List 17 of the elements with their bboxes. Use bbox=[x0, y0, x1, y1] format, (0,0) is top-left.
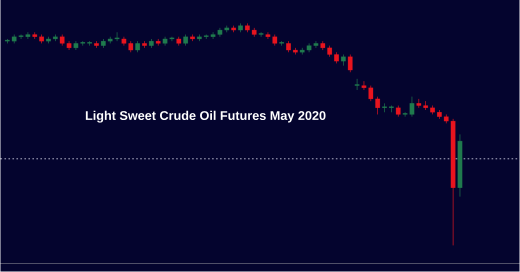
candlestick bbox=[286, 41, 291, 53]
candlestick bbox=[183, 34, 188, 46]
candlestick bbox=[114, 32, 120, 42]
candlestick bbox=[334, 52, 339, 64]
candlestick bbox=[135, 41, 140, 53]
candlestick bbox=[272, 34, 278, 46]
text: Light Sweet Crude Oil Futures May 2020 bbox=[86, 110, 326, 123]
candlestick bbox=[60, 34, 65, 46]
candlestick bbox=[410, 96, 414, 118]
candlestick bbox=[354, 78, 360, 91]
candlestick bbox=[348, 54, 353, 73]
candlestick bbox=[18, 34, 24, 40]
candlestick bbox=[341, 54, 346, 66]
candlestick bbox=[396, 105, 401, 118]
candlestick bbox=[128, 41, 134, 53]
candlestick bbox=[382, 103, 387, 113]
candlestick bbox=[362, 81, 366, 91]
